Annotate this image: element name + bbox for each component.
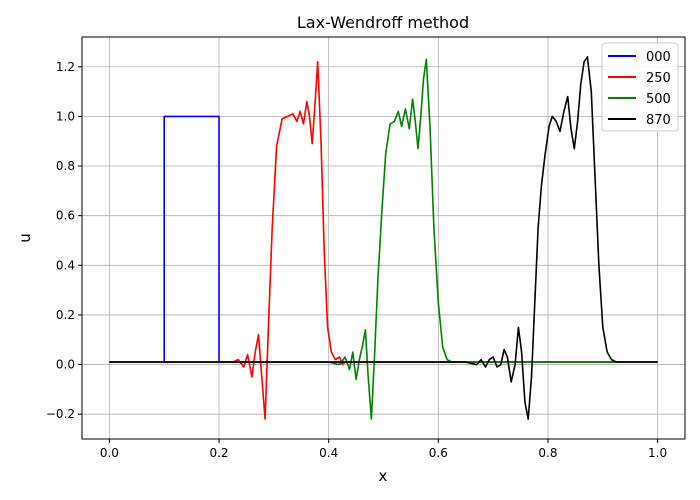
x-tick-label: 0.6: [429, 446, 448, 460]
series-layer: [109, 56, 658, 420]
legend-label-500: 500: [646, 92, 671, 107]
legend-label-870: 870: [646, 113, 671, 128]
y-tick-label: 0.0: [56, 358, 75, 372]
plot-frame: [81, 36, 686, 440]
legend-label-250: 250: [646, 71, 671, 86]
y-axis-label: u: [16, 233, 34, 243]
series-line-870: [109, 56, 658, 420]
legend-box: [601, 42, 679, 132]
y-tick-label: 0.4: [56, 258, 75, 272]
x-ticks: 0.0 0.2 0.4 0.6 0.8 1.0: [100, 439, 667, 460]
x-tick-label: 0.8: [538, 446, 557, 460]
series-line-500: [109, 58, 658, 420]
x-tick-label: 0.4: [319, 446, 338, 460]
x-axis-label: x: [379, 467, 388, 485]
legend-label-000: 000: [646, 50, 671, 65]
chart-title: Lax-Wendroff method: [297, 13, 469, 32]
y-tick-label: 0.6: [56, 209, 75, 223]
x-tick-label: 0.2: [209, 446, 228, 460]
y-tick-label: 1.0: [56, 109, 75, 123]
y-tick-label: 0.8: [56, 159, 75, 173]
y-tick-label: 1.2: [56, 60, 75, 74]
x-tick-label: 0.0: [100, 446, 119, 460]
legend: 000 250 500 870: [601, 42, 679, 132]
series-line-250: [109, 60, 658, 420]
y-tick-label: 0.2: [56, 308, 75, 322]
y-ticks: −0.2 0.0 0.2 0.4 0.6 0.8 1.0 1.2: [46, 60, 82, 421]
x-tick-label: 1.0: [648, 446, 667, 460]
y-tick-label: −0.2: [46, 407, 75, 421]
